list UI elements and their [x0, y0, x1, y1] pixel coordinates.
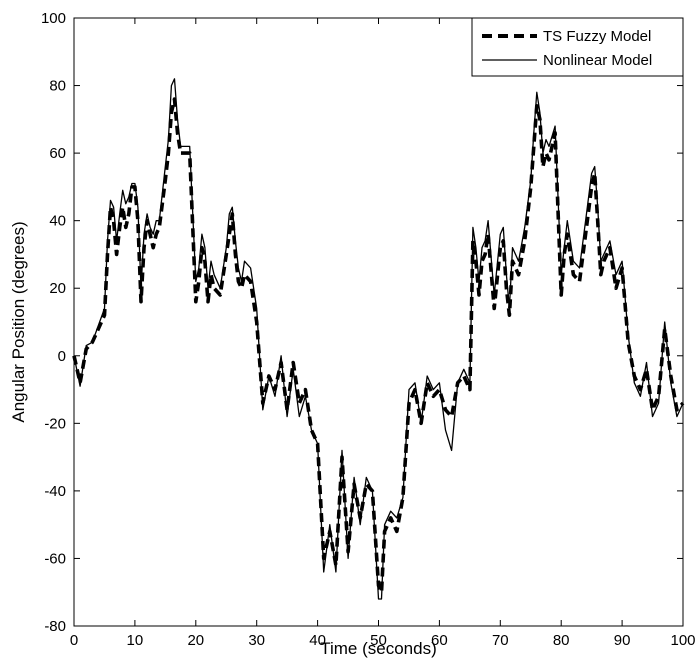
y-axis-title: Angular Position (degrees)	[9, 221, 28, 422]
y-tick-label: 0	[58, 348, 66, 365]
series-group	[72, 78, 685, 600]
x-tick-label: 0	[70, 632, 78, 649]
x-tick-label: 10	[127, 632, 144, 649]
x-tick-label: 20	[187, 632, 204, 649]
x-tick-label: 80	[553, 632, 570, 649]
y-tick-label: 20	[49, 280, 66, 297]
legend-box	[471, 17, 684, 77]
y-tick-label: 100	[41, 10, 66, 27]
y-tick-label: -60	[44, 550, 66, 567]
y-tick-label: -40	[44, 483, 66, 500]
y-tick-label: -20	[44, 415, 66, 432]
x-tick-label: 100	[670, 632, 695, 649]
legend-label-ts-fuzzy-model: TS Fuzzy Model	[543, 28, 651, 45]
ticks-group: 0 10 20 30 40 50 60 70 80 90 100 -80 -60 -40 -20 0 20 40 6…	[41, 10, 696, 649]
x-tick-label: 40	[309, 632, 326, 649]
x-tick-label: 90	[614, 632, 631, 649]
x-tick-label: 30	[248, 632, 265, 649]
x-tick-label: 50	[370, 632, 387, 649]
x-tick-label: 70	[492, 632, 509, 649]
y-tick-label: -80	[44, 618, 66, 635]
series-line-ts-fuzzy-model	[72, 97, 685, 595]
x-tick-label: 60	[431, 632, 448, 649]
y-tick-label: 60	[49, 145, 66, 162]
legend: TS Fuzzy Model Nonlinear Model	[471, 17, 684, 77]
y-tick-label: 80	[49, 78, 66, 95]
legend-label-nonlinear-model: Nonlinear Model	[543, 52, 652, 69]
y-tick-label: 40	[49, 213, 66, 230]
x-axis-title: Time (seconds)	[320, 639, 437, 658]
series-line-nonlinear-model	[73, 78, 684, 600]
